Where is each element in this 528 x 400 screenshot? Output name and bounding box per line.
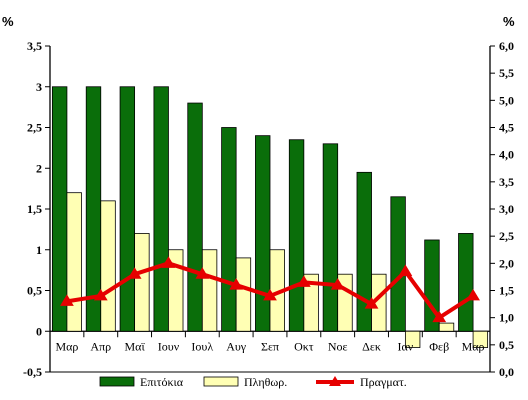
bar-rates xyxy=(187,102,203,332)
right-axis-tick-label: 4,5 xyxy=(499,121,514,135)
right-axis-tick-label: 4,0 xyxy=(499,148,514,162)
bar-rates xyxy=(119,86,136,332)
category-label: Ιουν xyxy=(158,339,180,353)
bar-inflation xyxy=(100,200,116,332)
bar-inflation xyxy=(168,249,184,332)
right-axis-tick-label: 0,0 xyxy=(499,365,514,379)
left-axis-tick-label: 1,5 xyxy=(27,202,42,216)
left-axis-tick-label: 2 xyxy=(36,161,42,175)
left-axis-tick-label: 0,5 xyxy=(27,284,42,298)
left-axis-tick-label: 1 xyxy=(36,243,42,257)
category-label: Μαρ xyxy=(462,339,485,353)
category-label: Νοε xyxy=(328,339,348,353)
bar-rates xyxy=(356,171,372,332)
legend-swatch-marker xyxy=(329,376,341,386)
category-label: Φεβ xyxy=(429,339,449,353)
real-rate-marker xyxy=(296,275,311,287)
real-rate-marker xyxy=(93,288,108,301)
bar-rates xyxy=(153,86,169,332)
real-rate-marker xyxy=(330,278,345,290)
category-label: Απρ xyxy=(90,339,111,353)
right-axis-tick-label: 1,0 xyxy=(499,311,514,325)
bar-rates xyxy=(221,127,237,332)
bar-rates xyxy=(51,86,68,332)
category-label: Σεπ xyxy=(261,339,279,353)
right-axis-tick-label: 5,5 xyxy=(499,66,514,80)
bar-inflation xyxy=(438,322,455,332)
legend: Επιτόκια Πληθωρ. Πραγματ. xyxy=(99,375,407,389)
category-label: Ιαν xyxy=(398,339,414,353)
right-axis-tick-label: 2,5 xyxy=(499,229,514,243)
right-axis-tick-label: 0,5 xyxy=(499,338,514,352)
real-rate-marker xyxy=(60,294,74,306)
right-axis-tick-label: 3,5 xyxy=(499,175,514,189)
category-label: Δεκ xyxy=(362,339,381,353)
right-axis-tick-label: 5,0 xyxy=(499,93,514,107)
real-rate-marker xyxy=(263,288,277,301)
bar-rates xyxy=(322,143,339,332)
real-rate-marker xyxy=(432,310,447,323)
bar-inflation xyxy=(66,192,82,332)
right-axis-tick-label: 3,0 xyxy=(499,202,514,216)
real-rate-marker xyxy=(364,297,379,309)
real-rate-marker xyxy=(127,267,142,279)
right-axis-tick-label: 6,0 xyxy=(499,39,514,53)
bar-inflation xyxy=(404,330,421,348)
category-label: Ιουλ xyxy=(191,339,213,353)
real-rate-marker xyxy=(195,267,210,279)
category-label: Μαρ xyxy=(55,339,78,353)
bar-rates xyxy=(390,196,406,332)
right-axis-tick-label: 2,0 xyxy=(499,256,514,270)
real-rate-marker xyxy=(466,288,480,301)
bar-inflation xyxy=(134,233,150,332)
left-axis-tick-label: 0 xyxy=(36,324,42,338)
plot-area: -0,5 0 0,5 1 1,5 2 2,5 3 3,5 0,0 0,5 1,0 1,5 2,0 2,5 3,… xyxy=(23,39,514,379)
left-axis-tick-label: 2,5 xyxy=(27,121,42,135)
bar-rates xyxy=(288,139,305,332)
bar-inflation xyxy=(201,249,218,332)
bar-inflation xyxy=(235,257,252,332)
legend-swatch-0 xyxy=(99,376,135,387)
legend-swatch-1 xyxy=(203,376,239,387)
category-label: Οκτ xyxy=(294,339,314,353)
left-axis-tick-label: 3,5 xyxy=(27,39,42,53)
left-axis-unit: % xyxy=(2,14,14,29)
left-axis-tick-label: 3 xyxy=(36,80,42,94)
real-rate-marker xyxy=(398,264,413,276)
bar-rates xyxy=(424,239,440,332)
bar-rates xyxy=(458,233,474,332)
bar-inflation xyxy=(303,273,319,332)
bar-rates xyxy=(255,135,271,332)
right-axis-unit: % xyxy=(503,14,515,29)
left-axis-tick-label: -0,5 xyxy=(23,365,42,379)
legend-label: Πληθωρ. xyxy=(244,375,287,389)
legend-label: Επιτόκια xyxy=(140,375,184,389)
legend-label: Πραγματ. xyxy=(360,375,407,389)
real-rate-marker xyxy=(161,256,176,268)
category-label: Αυγ xyxy=(226,339,247,353)
real-rate-marker xyxy=(229,278,244,290)
category-label: Μαϊ xyxy=(125,339,146,353)
right-axis-tick-label: 1,5 xyxy=(499,284,514,298)
bar-inflation xyxy=(472,330,489,348)
